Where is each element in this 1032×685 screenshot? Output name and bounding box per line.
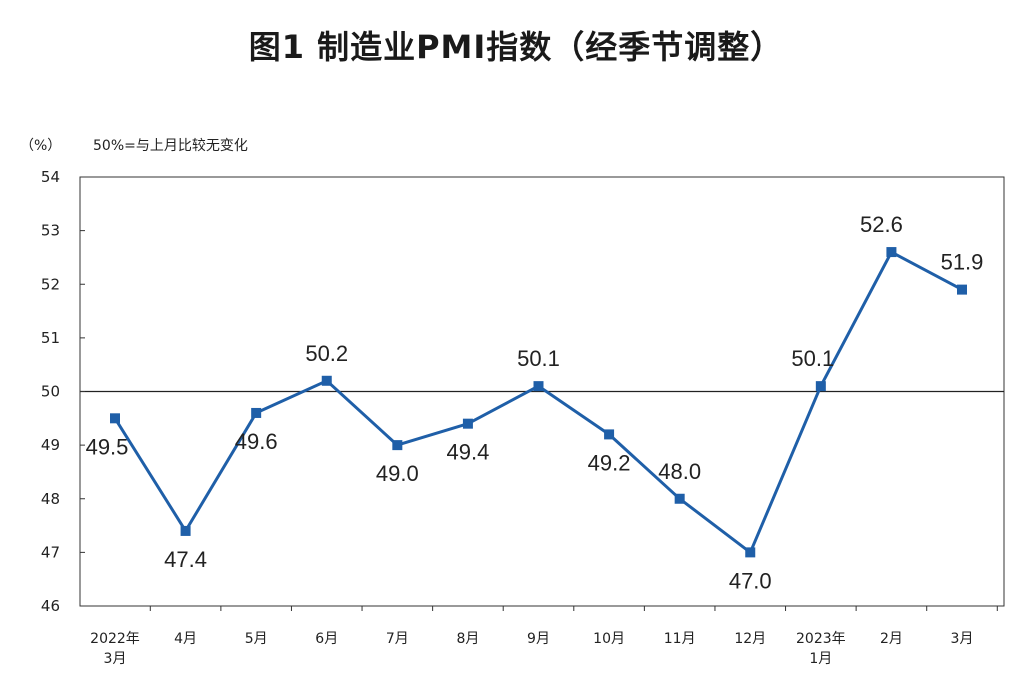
x-tick-label: 9月 [527,631,550,647]
y-tick-label: 54 [41,168,60,186]
x-tick-label: 2022年 [90,631,140,647]
y-tick-label: 49 [41,436,60,454]
data-label: 50.1 [791,346,834,371]
x-tick-label: 8月 [456,631,479,647]
data-point-marker [957,284,967,295]
data-point-marker [674,493,685,504]
y-unit-label: （%） [20,138,61,154]
x-tick-label: 3月 [951,631,974,647]
data-point-marker [180,525,191,536]
data-label: 49.2 [588,450,631,475]
chart-title: 图1 制造业PMI指数（经季节调整） [248,28,784,66]
y-tick-label: 53 [41,222,60,240]
data-label: 49.4 [447,440,490,465]
data-point-marker [604,429,615,440]
x-tick-label: 10月 [593,631,625,647]
y-tick-label: 51 [41,329,60,347]
y-tick-label: 47 [41,543,60,561]
data-label: 47.0 [729,568,772,593]
y-tick-label: 50 [41,383,60,401]
data-label: 52.6 [860,212,903,237]
x-tick-label: 5月 [245,631,268,647]
data-point-marker [815,381,826,392]
data-label: 47.4 [164,547,207,572]
x-tick-label: 7月 [386,631,409,647]
x-tick-label: 3月 [104,651,127,667]
data-label: 50.1 [517,346,560,371]
data-label: 51.9 [941,250,984,275]
x-tick-label: 2023年 [796,631,846,647]
x-tick-label: 4月 [174,631,197,647]
reference-note: 50%=与上月比较无变化 [93,138,248,154]
data-label: 49.5 [86,434,129,459]
x-tick-label: 1月 [809,651,832,667]
series-line [113,250,963,554]
data-label: 49.6 [235,429,278,454]
y-tick-label: 52 [41,275,60,293]
x-tick-label: 2月 [880,631,903,647]
data-point-marker [110,413,120,424]
y-tick-label: 48 [41,490,60,508]
x-tick-label: 6月 [315,631,338,647]
data-point-marker [251,407,262,418]
data-label: 49.0 [376,461,419,486]
y-tick-label: 46 [41,597,60,615]
x-tick-label: 11月 [664,631,696,647]
data-point-marker [392,440,403,451]
data-point-marker [533,381,544,392]
data-label: 50.2 [305,341,348,366]
data-point-marker [886,247,897,258]
data-label: 48.0 [658,459,701,484]
data-point-marker [745,547,756,558]
data-point-marker [321,375,332,386]
x-tick-label: 12月 [734,631,766,647]
data-point-marker [462,418,473,429]
